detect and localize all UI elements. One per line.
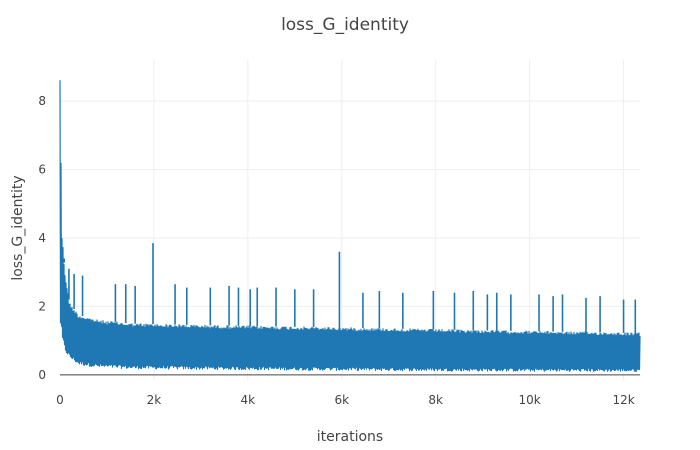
y-axis-title: loss_G_identity bbox=[10, 175, 26, 280]
x-tick-label: 12k bbox=[612, 393, 634, 407]
x-tick-label: 6k bbox=[334, 393, 349, 407]
series-line bbox=[59, 80, 641, 372]
axes: 0 2k 4k 6k 8k 10k 12k 0 2 4 6 8 bbox=[38, 94, 640, 407]
y-tick-label: 8 bbox=[38, 94, 46, 108]
x-tick-label: 2k bbox=[147, 393, 162, 407]
y-tick-label: 0 bbox=[38, 368, 46, 382]
x-tick-label: 4k bbox=[241, 393, 256, 407]
x-axis-title: iterations bbox=[317, 429, 383, 445]
x-tick-label: 8k bbox=[428, 393, 443, 407]
x-tick-label: 10k bbox=[519, 393, 541, 407]
y-tick-label: 6 bbox=[38, 163, 46, 177]
chart-title: loss_G_identity bbox=[281, 15, 409, 35]
y-tick-label: 4 bbox=[38, 231, 46, 245]
series-group bbox=[59, 80, 641, 372]
y-tick-label: 2 bbox=[38, 299, 46, 313]
grid-lines bbox=[60, 60, 640, 380]
x-tick-label: 0 bbox=[56, 393, 64, 407]
